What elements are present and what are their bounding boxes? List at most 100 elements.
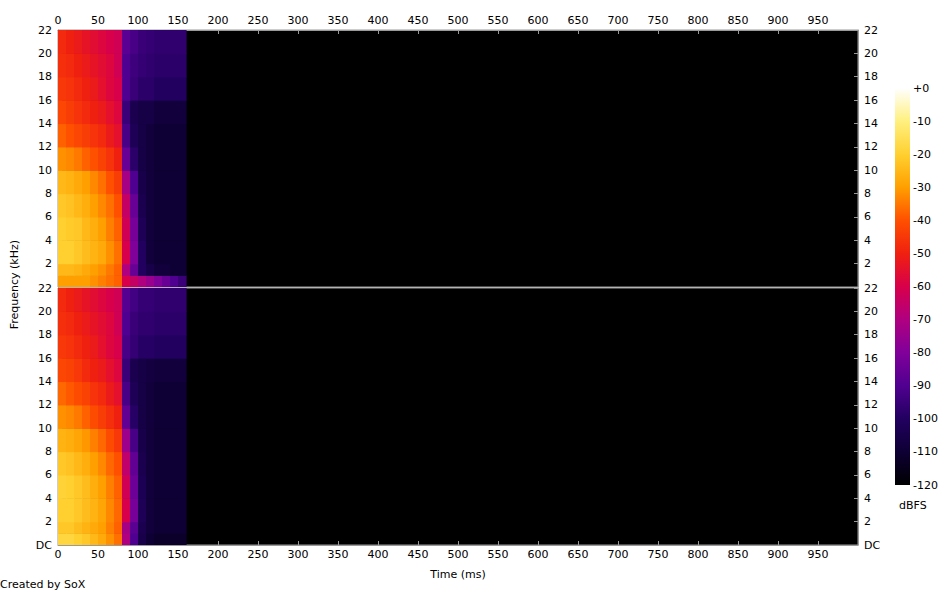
svg-text:900: 900 <box>768 548 789 561</box>
svg-text:6: 6 <box>45 210 52 223</box>
svg-text:-90: -90 <box>913 379 931 392</box>
svg-text:12: 12 <box>38 140 52 153</box>
svg-text:300: 300 <box>288 14 309 27</box>
svg-text:-80: -80 <box>913 346 931 359</box>
svg-text:16: 16 <box>38 94 52 107</box>
svg-text:8: 8 <box>864 445 871 458</box>
svg-text:600: 600 <box>528 14 549 27</box>
svg-text:600: 600 <box>528 548 549 561</box>
svg-text:Frequency (kHz): Frequency (kHz) <box>8 240 21 329</box>
svg-text:2: 2 <box>45 257 52 270</box>
svg-text:18: 18 <box>38 328 52 341</box>
svg-text:2: 2 <box>45 515 52 528</box>
svg-text:Created by SoX: Created by SoX <box>0 578 86 591</box>
svg-text:150: 150 <box>168 14 189 27</box>
svg-text:8: 8 <box>864 187 871 200</box>
svg-text:150: 150 <box>168 548 189 561</box>
svg-text:18: 18 <box>864 70 878 83</box>
svg-text:22: 22 <box>38 282 52 295</box>
svg-text:16: 16 <box>864 352 878 365</box>
svg-text:450: 450 <box>408 548 429 561</box>
svg-text:16: 16 <box>864 94 878 107</box>
svg-text:100: 100 <box>128 548 149 561</box>
svg-text:8: 8 <box>45 187 52 200</box>
svg-text:22: 22 <box>864 282 878 295</box>
svg-text:300: 300 <box>288 548 309 561</box>
svg-text:50: 50 <box>91 14 105 27</box>
svg-text:12: 12 <box>864 140 878 153</box>
svg-text:14: 14 <box>38 375 52 388</box>
svg-text:-120: -120 <box>913 479 938 492</box>
svg-text:22: 22 <box>38 24 52 37</box>
svg-text:-10: -10 <box>913 115 931 128</box>
svg-text:850: 850 <box>728 548 749 561</box>
svg-text:4: 4 <box>864 234 871 247</box>
svg-text:750: 750 <box>648 548 669 561</box>
svg-text:10: 10 <box>38 422 52 435</box>
svg-text:250: 250 <box>248 548 269 561</box>
svg-text:350: 350 <box>328 14 349 27</box>
svg-text:700: 700 <box>608 548 629 561</box>
svg-text:850: 850 <box>728 14 749 27</box>
svg-text:+0: +0 <box>913 82 929 95</box>
svg-text:-40: -40 <box>913 214 931 227</box>
svg-text:20: 20 <box>38 47 52 60</box>
svg-text:20: 20 <box>864 47 878 60</box>
svg-text:14: 14 <box>38 117 52 130</box>
svg-text:350: 350 <box>328 548 349 561</box>
svg-text:-30: -30 <box>913 181 931 194</box>
svg-text:950: 950 <box>808 548 829 561</box>
svg-text:22: 22 <box>864 24 878 37</box>
svg-text:750: 750 <box>648 14 669 27</box>
svg-text:50: 50 <box>91 548 105 561</box>
svg-text:10: 10 <box>864 422 878 435</box>
svg-text:6: 6 <box>864 468 871 481</box>
svg-text:4: 4 <box>864 492 871 505</box>
svg-text:100: 100 <box>128 14 149 27</box>
svg-text:650: 650 <box>568 14 589 27</box>
svg-text:500: 500 <box>448 548 469 561</box>
svg-text:650: 650 <box>568 548 589 561</box>
svg-text:200: 200 <box>208 548 229 561</box>
svg-text:dBFS: dBFS <box>899 499 927 512</box>
svg-text:400: 400 <box>368 548 389 561</box>
svg-text:10: 10 <box>864 164 878 177</box>
svg-text:400: 400 <box>368 14 389 27</box>
svg-text:-50: -50 <box>913 247 931 260</box>
svg-text:900: 900 <box>768 14 789 27</box>
svg-text:0: 0 <box>55 14 62 27</box>
svg-text:800: 800 <box>688 548 709 561</box>
svg-text:4: 4 <box>45 492 52 505</box>
svg-text:950: 950 <box>808 14 829 27</box>
svg-text:-100: -100 <box>913 412 938 425</box>
svg-text:700: 700 <box>608 14 629 27</box>
svg-text:800: 800 <box>688 14 709 27</box>
svg-text:200: 200 <box>208 14 229 27</box>
svg-text:10: 10 <box>38 164 52 177</box>
svg-text:2: 2 <box>864 515 871 528</box>
svg-text:12: 12 <box>38 398 52 411</box>
svg-text:14: 14 <box>864 117 878 130</box>
svg-text:450: 450 <box>408 14 429 27</box>
svg-text:20: 20 <box>38 305 52 318</box>
svg-text:6: 6 <box>864 210 871 223</box>
svg-text:250: 250 <box>248 14 269 27</box>
svg-text:DC: DC <box>864 539 880 552</box>
svg-text:0: 0 <box>55 548 62 561</box>
svg-text:-60: -60 <box>913 280 931 293</box>
svg-text:550: 550 <box>488 548 509 561</box>
svg-text:16: 16 <box>38 352 52 365</box>
svg-text:Time (ms): Time (ms) <box>429 568 485 581</box>
svg-text:20: 20 <box>864 305 878 318</box>
svg-text:18: 18 <box>864 328 878 341</box>
svg-text:4: 4 <box>45 234 52 247</box>
svg-text:14: 14 <box>864 375 878 388</box>
svg-text:2: 2 <box>864 257 871 270</box>
svg-text:-110: -110 <box>913 445 938 458</box>
svg-text:550: 550 <box>488 14 509 27</box>
svg-text:18: 18 <box>38 70 52 83</box>
svg-text:12: 12 <box>864 398 878 411</box>
svg-text:8: 8 <box>45 445 52 458</box>
svg-text:DC: DC <box>36 539 52 552</box>
svg-text:6: 6 <box>45 468 52 481</box>
